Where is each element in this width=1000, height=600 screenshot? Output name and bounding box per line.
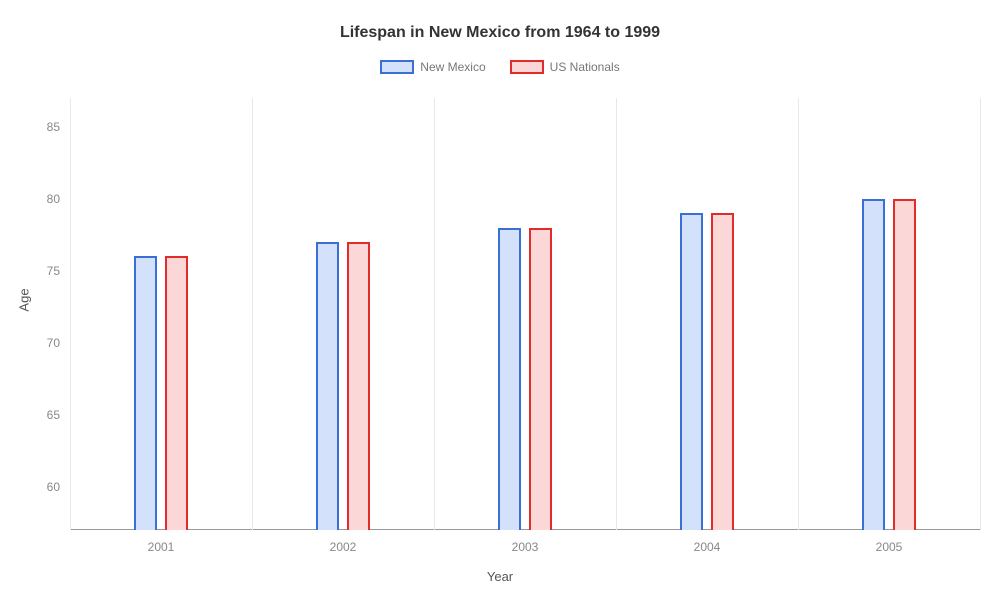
y-tick-label: 70 [47,336,60,350]
grid-line [252,98,253,530]
y-tick-label: 60 [47,480,60,494]
x-axis-title: Year [487,569,513,584]
x-tick-label: 2003 [512,540,539,554]
chart-title: Lifespan in New Mexico from 1964 to 1999 [0,0,1000,42]
grid-line [980,98,981,530]
legend-label: US Nationals [550,60,620,74]
legend-item: New Mexico [380,60,485,74]
bar-0 [134,256,158,530]
x-axis-line [70,529,980,530]
bar-0 [498,228,522,530]
legend: New Mexico US Nationals [0,60,1000,74]
bar-0 [316,242,340,530]
bar-0 [680,213,704,530]
bar-1 [529,228,553,530]
bar-0 [862,199,886,530]
grid-line [434,98,435,530]
y-tick-label: 80 [47,192,60,206]
x-tick-label: 2002 [330,540,357,554]
plot-area: 60657075808520012002200320042005 [70,98,980,530]
bar-1 [347,242,371,530]
y-axis-title: Age [17,288,32,311]
legend-item: US Nationals [510,60,620,74]
grid-line [616,98,617,530]
legend-swatch-0 [380,60,414,74]
x-tick-label: 2001 [148,540,175,554]
bar-1 [165,256,189,530]
bar-1 [893,199,917,530]
y-tick-label: 75 [47,264,60,278]
legend-swatch-1 [510,60,544,74]
y-tick-label: 65 [47,408,60,422]
legend-label: New Mexico [420,60,485,74]
x-tick-label: 2005 [876,540,903,554]
x-tick-label: 2004 [694,540,721,554]
grid-line [70,98,71,530]
y-tick-label: 85 [47,120,60,134]
chart-container: Lifespan in New Mexico from 1964 to 1999… [0,0,1000,600]
bar-1 [711,213,735,530]
grid-line [798,98,799,530]
